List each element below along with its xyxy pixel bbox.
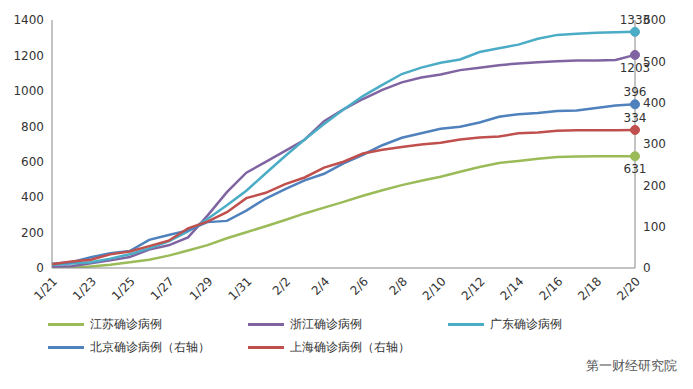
svg-text:300: 300 (643, 137, 666, 151)
svg-text:1333: 1333 (620, 13, 651, 27)
svg-text:200: 200 (643, 179, 666, 193)
html-text:第一财经研究院: 第一财经研究院 (586, 358, 677, 373)
svg-text:1/23: 1/23 (70, 274, 99, 303)
svg-text:600: 600 (643, 13, 666, 28)
html-text:北京确诊病例（右轴）: 北京确诊病例（右轴） (90, 340, 210, 354)
html-text:上海确诊病例（右轴）: 上海确诊病例（右轴） (290, 340, 410, 354)
svg-text:2/8: 2/8 (386, 274, 410, 298)
svg-text:1/29: 1/29 (187, 274, 216, 303)
html-text:广东确诊病例: 广东确诊病例 (490, 317, 562, 331)
svg-text:0: 0 (643, 261, 651, 275)
html-text:浙江确诊病例: 浙江确诊病例 (290, 317, 362, 331)
svg-text:2/16: 2/16 (536, 274, 565, 303)
svg-text:1/27: 1/27 (148, 274, 177, 303)
svg-text:2/10: 2/10 (420, 274, 449, 303)
svg-text:800: 800 (21, 120, 44, 134)
svg-text:200: 200 (21, 226, 44, 240)
svg-text:1200: 1200 (13, 49, 44, 63)
svg-text:400: 400 (21, 190, 44, 204)
svg-text:1000: 1000 (13, 84, 44, 98)
svg-text:2/2: 2/2 (270, 274, 294, 298)
svg-text:1/21: 1/21 (31, 274, 60, 303)
svg-text:2/14: 2/14 (498, 274, 527, 303)
svg-text:631: 631 (624, 162, 647, 176)
svg-text:1/31: 1/31 (226, 274, 255, 303)
html-text:江苏确诊病例: 江苏确诊病例 (90, 317, 162, 331)
svg-text:2/18: 2/18 (575, 274, 604, 303)
svg-text:1/25: 1/25 (109, 274, 138, 303)
svg-text:2/4: 2/4 (309, 274, 333, 298)
svg-text:334: 334 (624, 111, 647, 125)
svg-text:2/6: 2/6 (348, 274, 372, 298)
svg-text:500: 500 (643, 54, 666, 69)
svg-text:0: 0 (36, 261, 44, 275)
svg-text:1400: 1400 (13, 13, 44, 27)
svg-text:600: 600 (21, 155, 44, 169)
svg-text:100: 100 (643, 220, 666, 234)
svg-text:400: 400 (643, 95, 666, 110)
svg-text:396: 396 (624, 85, 647, 99)
svg-text:1203: 1203 (620, 61, 651, 75)
svg-text:2/12: 2/12 (459, 274, 488, 303)
svg-text:2/20: 2/20 (614, 274, 643, 303)
